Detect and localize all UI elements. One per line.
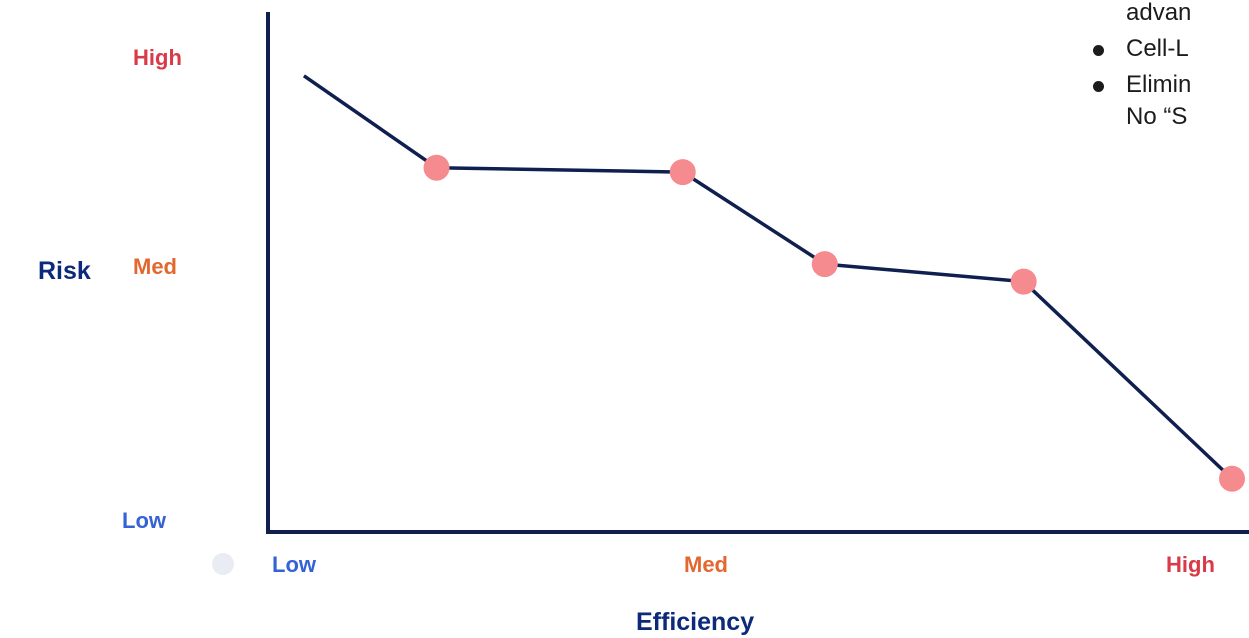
note-item: Cell-L [1093, 33, 1191, 65]
note-item: No “S [1126, 101, 1191, 133]
bullet-icon [1093, 45, 1104, 56]
data-points [423, 154, 1245, 492]
note-text: Cell-L [1126, 35, 1189, 62]
bullet-icon [1093, 81, 1104, 92]
x-axis-title: Efficiency [636, 608, 755, 636]
note-text: Elimin [1126, 71, 1192, 98]
data-point [423, 154, 450, 181]
note-text: advan [1126, 0, 1192, 26]
series-line [302, 74, 1234, 480]
notes-list: advan Cell-L Elimin No “S [1093, 0, 1192, 130]
data-point [1219, 465, 1245, 492]
y-tick-label-med: Med [133, 254, 177, 279]
data-point [811, 251, 838, 278]
legend-dot [212, 553, 234, 575]
x-tick-label-med: Med [684, 552, 728, 577]
note-item: Elimin [1093, 69, 1192, 101]
note-text: No “S [1126, 103, 1188, 130]
data-point [1010, 268, 1037, 295]
y-tick-label-high: High [133, 45, 182, 70]
note-item: advan [1126, 0, 1191, 29]
x-tick-label-low: Low [272, 552, 316, 577]
data-point [669, 159, 696, 186]
y-axis-title: Risk [38, 257, 91, 285]
x-tick-label-high: High [1166, 552, 1215, 577]
y-tick-label-low: Low [122, 508, 166, 533]
